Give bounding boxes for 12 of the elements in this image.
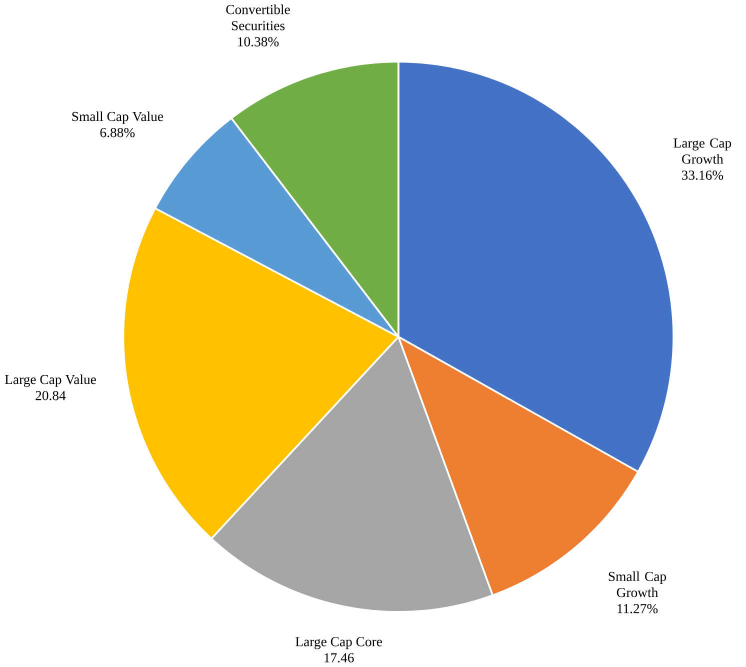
slice-label: Small Cap Growth — [608, 571, 666, 598]
data-label: 6.88% — [100, 128, 135, 138]
slice-label: Large Cap Growth — [674, 138, 732, 164]
data-label: 10.38% — [238, 37, 279, 46]
slice-label: Large Cap Value — [4, 374, 96, 387]
slice-label: Large Cap Core — [296, 637, 382, 650]
slice-label: Convertible Securities — [226, 4, 290, 30]
data-label: 11.27% — [618, 604, 658, 614]
data-label: 33.16% — [682, 170, 724, 180]
data-label: 17.46 — [324, 653, 354, 662]
data-label: 20.84 — [36, 390, 66, 400]
slice-label: Small Cap Value — [72, 111, 164, 124]
